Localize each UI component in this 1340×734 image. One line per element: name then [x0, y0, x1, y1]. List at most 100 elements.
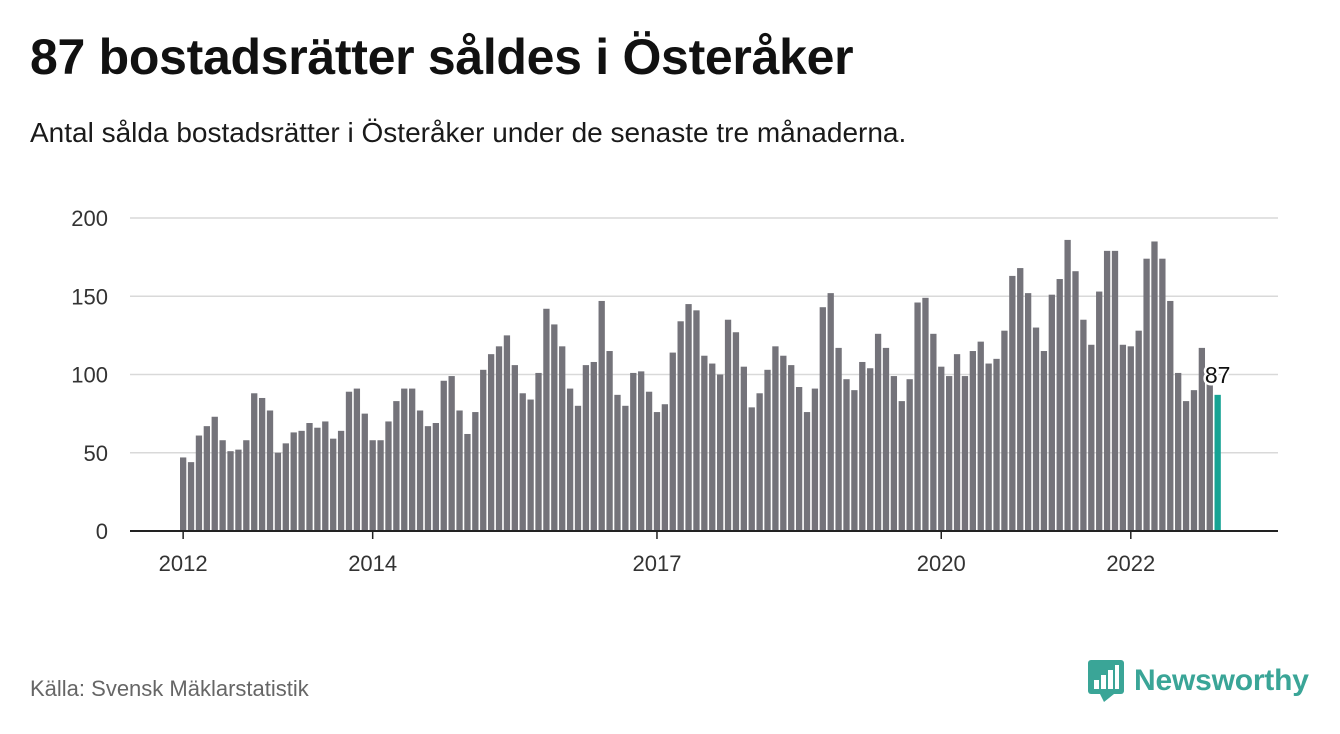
bar — [227, 451, 234, 531]
bar — [1088, 344, 1095, 531]
bar — [677, 321, 684, 531]
bar — [219, 440, 226, 531]
bar — [559, 346, 566, 531]
bar — [653, 412, 661, 531]
bar — [535, 372, 542, 531]
bar — [416, 410, 424, 531]
y-tick-label: 50 — [84, 441, 108, 466]
bar — [1024, 293, 1032, 531]
bar — [1040, 351, 1048, 531]
bar — [946, 376, 953, 531]
bar — [1064, 239, 1071, 531]
bar — [503, 335, 511, 531]
bar — [1111, 250, 1119, 532]
bar — [519, 393, 526, 531]
bar — [819, 307, 826, 531]
bar — [211, 416, 218, 531]
bar — [543, 308, 550, 531]
bar — [732, 332, 740, 531]
bar — [1159, 258, 1166, 531]
bar — [290, 432, 297, 531]
bar — [235, 449, 242, 531]
bar — [353, 388, 361, 531]
bar — [898, 401, 905, 531]
newsworthy-bar-icon — [1088, 660, 1124, 702]
bar — [195, 435, 203, 531]
bar — [882, 347, 890, 531]
bar — [740, 366, 747, 531]
y-tick-label: 0 — [96, 519, 108, 544]
bar — [1001, 330, 1008, 531]
bar — [464, 433, 471, 531]
bar — [243, 440, 250, 531]
bar — [874, 333, 882, 531]
bar — [1072, 271, 1079, 531]
bar — [361, 413, 368, 531]
bar — [432, 423, 440, 531]
bar — [748, 407, 755, 531]
bar — [1096, 291, 1103, 531]
y-tick-label: 200 — [71, 206, 108, 231]
bar — [1167, 300, 1174, 531]
bar — [953, 354, 961, 531]
y-tick-label: 100 — [71, 363, 108, 388]
x-tick-label: 2014 — [348, 551, 397, 576]
bar — [661, 404, 669, 531]
bar — [322, 421, 329, 531]
bar — [598, 300, 605, 531]
bar — [803, 412, 811, 531]
x-tick-label: 2017 — [632, 551, 681, 576]
bar — [1080, 319, 1087, 531]
bar — [985, 363, 992, 531]
newsworthy-logo[interactable]: Newsworthy — [1088, 660, 1309, 702]
bar — [472, 412, 479, 531]
bar — [1009, 275, 1016, 531]
bar — [780, 355, 787, 531]
bar — [1190, 390, 1198, 531]
bar — [606, 351, 613, 531]
bar — [1135, 330, 1142, 531]
bar — [203, 426, 210, 531]
bar — [1056, 279, 1063, 531]
x-tick-label: 2012 — [159, 551, 208, 576]
bar — [314, 427, 321, 531]
bar — [377, 440, 384, 531]
bar — [1127, 346, 1134, 531]
bar — [930, 333, 937, 531]
source-note: Källa: Svensk Mäklarstatistik — [30, 676, 309, 701]
bar — [914, 302, 921, 531]
bar — [551, 324, 558, 531]
bar — [772, 346, 779, 531]
bar — [385, 421, 392, 531]
bar — [843, 379, 850, 531]
bar — [685, 304, 692, 531]
bar — [298, 430, 305, 531]
chart-title: 87 bostadsrätter såldes i Österåker — [30, 29, 854, 85]
bar — [1151, 241, 1158, 531]
bar — [764, 369, 771, 531]
bar — [938, 366, 945, 531]
bar — [266, 410, 274, 531]
bar — [1206, 379, 1213, 531]
bar — [922, 297, 929, 531]
bar — [716, 374, 724, 531]
bar — [1032, 327, 1040, 531]
chart-subtitle: Antal sålda bostadsrätter i Österåker un… — [30, 117, 907, 148]
bar — [582, 365, 590, 531]
bar — [456, 410, 463, 531]
bar — [590, 361, 597, 531]
bar — [401, 388, 408, 531]
bar — [409, 388, 416, 531]
bar — [1119, 344, 1127, 531]
bar — [756, 393, 763, 531]
bar — [867, 368, 874, 531]
bar — [393, 401, 400, 531]
bar — [1048, 294, 1055, 531]
bar — [859, 361, 866, 531]
bar — [701, 355, 708, 531]
bar — [669, 352, 676, 531]
bar — [345, 391, 353, 531]
bar — [630, 372, 637, 531]
bar — [1143, 258, 1150, 531]
bar — [337, 430, 345, 531]
